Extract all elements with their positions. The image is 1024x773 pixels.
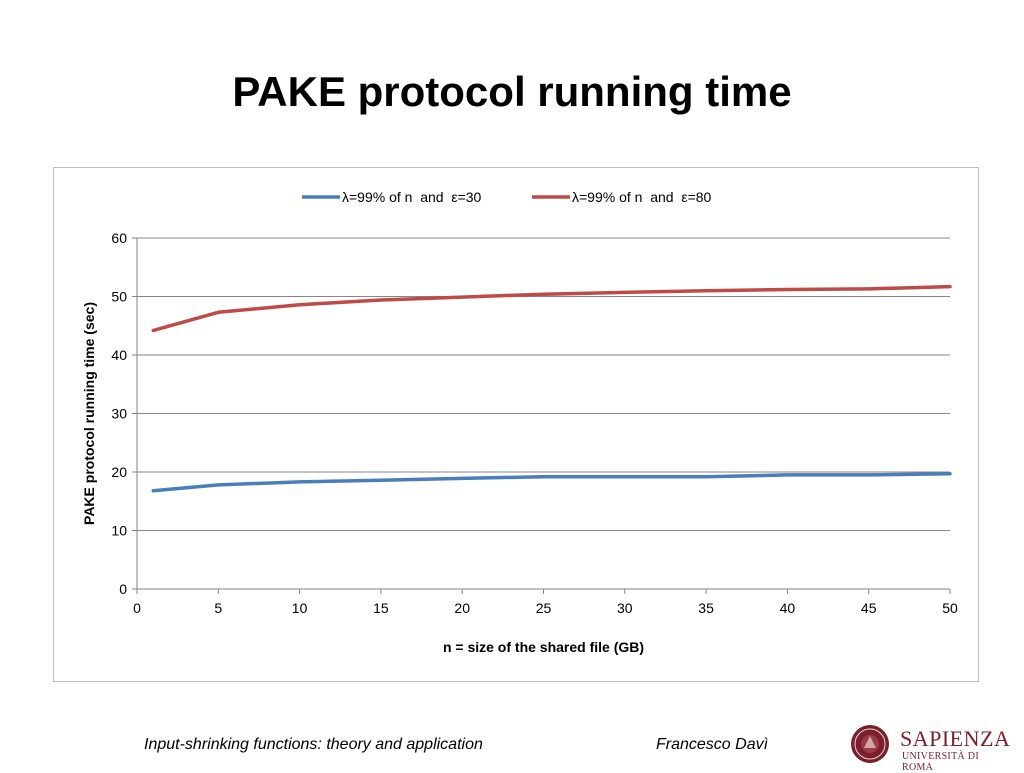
series-line-1: [151, 472, 952, 493]
x-tick-label: 45: [861, 600, 877, 616]
logo-name: SAPIENZA: [900, 726, 1011, 751]
line-chart: 0 10 20 30 40 50 60 0 5 10 15 20 25 30 35 40 45 50 n = siz…: [81, 189, 958, 655]
x-tick-label: 20: [454, 600, 470, 616]
footer-author: Francesco Davì: [656, 736, 769, 753]
sapienza-logo: SAPIENZA UNIVERSITÀ DI ROMA: [850, 720, 1010, 773]
y-tick-label: 50: [111, 289, 127, 305]
y-tick-label: 10: [111, 523, 127, 539]
x-tick-label: 40: [780, 600, 796, 616]
y-tick-label: 60: [111, 230, 127, 246]
x-tick-label: 5: [214, 600, 222, 616]
university-seal-icon: [851, 725, 889, 763]
x-tick-label: 25: [536, 600, 552, 616]
y-tick-label: 30: [111, 406, 127, 422]
y-tick-label: 0: [119, 581, 127, 597]
x-tick-label: 30: [617, 600, 633, 616]
legend-label-2: λ=99% of n and ε=80: [572, 189, 712, 205]
x-tick-label: 15: [373, 600, 389, 616]
y-axis-label: PAKE protocol running time (sec): [81, 302, 97, 525]
slide-title: PAKE protocol running time: [232, 68, 792, 115]
x-tick-label: 50: [942, 600, 958, 616]
y-tick-label: 40: [111, 347, 127, 363]
y-tick-label: 20: [111, 464, 127, 480]
x-tick-label: 10: [292, 600, 308, 616]
footer-presentation-title: Input-shrinking functions: theory and ap…: [144, 736, 483, 753]
logo-subtitle: UNIVERSITÀ DI ROMA: [902, 751, 979, 773]
x-axis-label: n = size of the shared file (GB): [443, 639, 644, 655]
chart-frame: 0 10 20 30 40 50 60 0 5 10 15 20 25 30 35 40 45 50 n = siz…: [53, 167, 979, 682]
legend-label-1: λ=99% of n and ε=30: [342, 189, 482, 205]
series-line-2: [151, 284, 952, 333]
x-tick-label: 0: [133, 600, 141, 616]
x-tick-label: 35: [698, 600, 714, 616]
